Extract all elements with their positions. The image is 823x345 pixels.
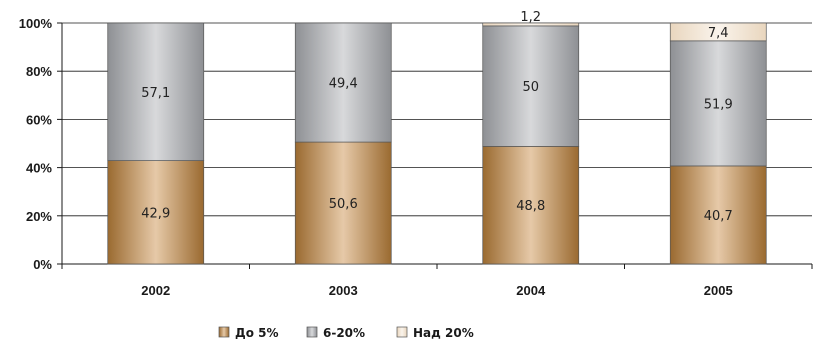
bar-segment <box>669 165 767 265</box>
x-category-label: 2003 <box>329 283 358 298</box>
data-label: 7,4 <box>708 26 729 41</box>
x-category-label: 2005 <box>704 283 733 298</box>
legend: До 5% 6-20% Над 20% <box>218 326 474 340</box>
legend-swatch <box>396 326 408 338</box>
bar-segment <box>294 141 392 265</box>
x-category-label: 2002 <box>141 283 170 298</box>
data-label: 40,7 <box>704 209 733 224</box>
data-label: 50 <box>522 80 539 95</box>
y-tick-label: 60% <box>26 112 52 127</box>
bar-segment <box>294 22 392 143</box>
data-label: 49,4 <box>329 77 358 92</box>
legend-label: 6-20% <box>323 326 365 340</box>
y-tick-label: 20% <box>26 209 52 224</box>
legend-swatch <box>218 326 230 338</box>
y-tick-label: 0% <box>33 257 52 272</box>
legend-label: До 5% <box>235 326 278 340</box>
x-category-label: 2004 <box>516 283 546 298</box>
data-label: 57,1 <box>141 86 170 101</box>
bars <box>107 22 767 265</box>
legend-label: Над 20% <box>413 326 474 340</box>
legend-swatch <box>306 326 318 338</box>
data-labels: 42,9 57,1 50,6 49,4 48,8 50 1,2 40,7 51,9 7,4 <box>141 10 732 224</box>
bar-segment <box>107 160 205 265</box>
bar-segment <box>669 40 767 167</box>
y-tick-label: 80% <box>26 64 52 79</box>
bar-segment <box>482 146 580 265</box>
data-label: 1,2 <box>520 10 541 25</box>
bar-segment <box>482 22 580 27</box>
y-tick-label: 100% <box>19 16 53 31</box>
bar-segment <box>669 22 767 42</box>
y-tick-label: 40% <box>26 161 52 176</box>
data-label: 48,8 <box>516 199 545 214</box>
data-label: 51,9 <box>704 97 733 112</box>
data-label: 42,9 <box>141 206 170 221</box>
data-label: 50,6 <box>329 197 358 212</box>
bar-segment <box>107 22 205 161</box>
